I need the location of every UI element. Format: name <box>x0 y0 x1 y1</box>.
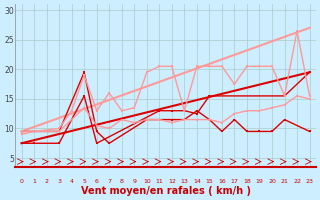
X-axis label: Vent moyen/en rafales ( km/h ): Vent moyen/en rafales ( km/h ) <box>81 186 251 196</box>
